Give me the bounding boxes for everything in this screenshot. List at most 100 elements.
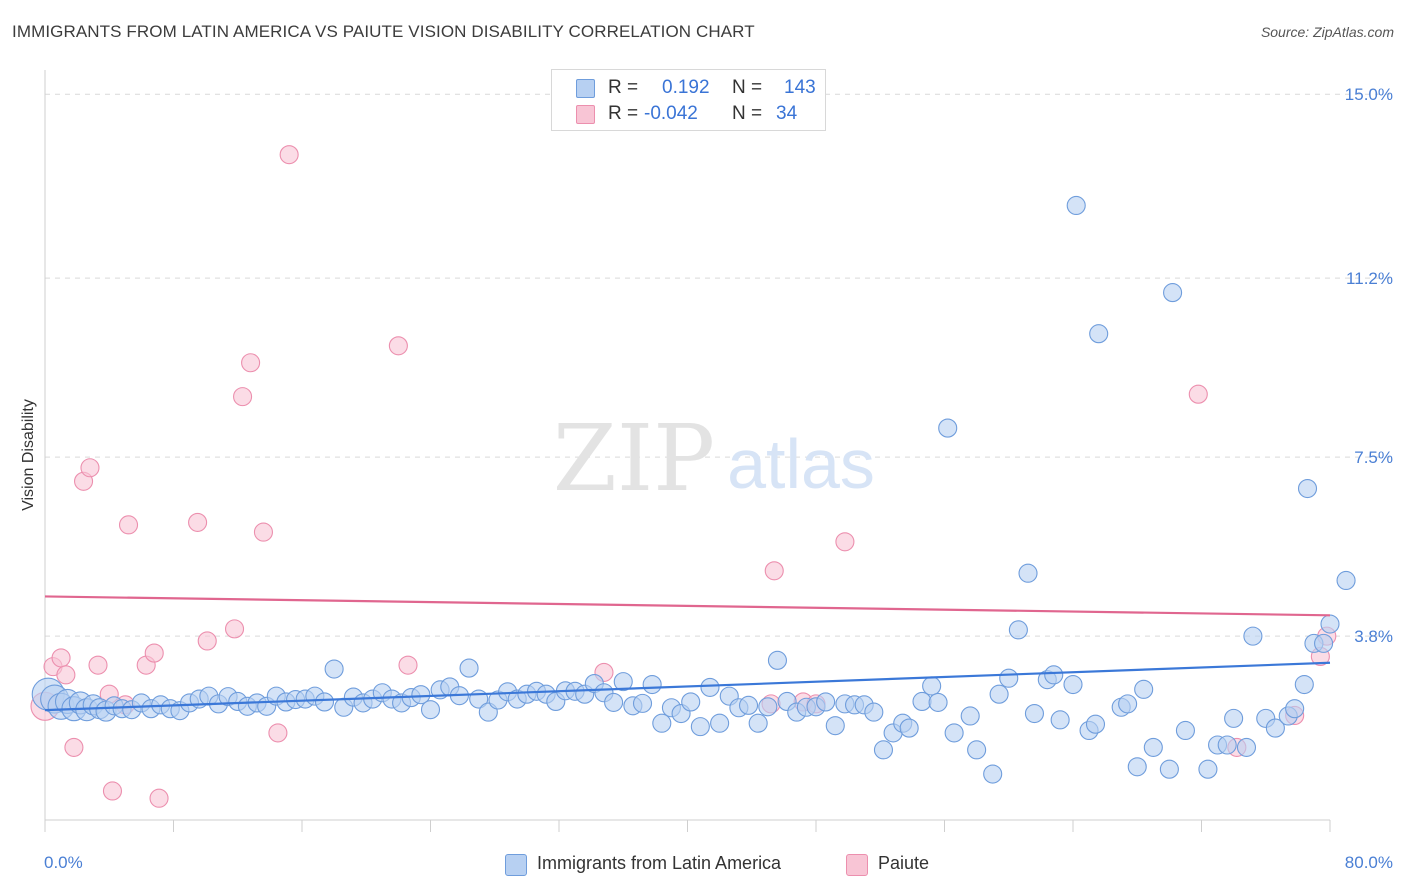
stats-n-label: N = bbox=[732, 103, 763, 124]
point-latin-america bbox=[1159, 759, 1179, 779]
point-latin-america bbox=[642, 674, 662, 695]
legend-swatch-blue bbox=[505, 854, 527, 876]
point-paiute bbox=[149, 788, 169, 808]
point-paiute bbox=[233, 387, 253, 407]
trendline-paiute bbox=[44, 595, 1331, 617]
point-latin-america bbox=[912, 691, 932, 712]
point-paiute bbox=[56, 665, 76, 685]
point-latin-america bbox=[983, 764, 1003, 784]
point-latin-america bbox=[938, 418, 958, 438]
point-latin-america bbox=[1008, 620, 1028, 640]
y-tick-label: 7.5% bbox=[1354, 448, 1393, 467]
point-paiute bbox=[764, 561, 784, 581]
point-paiute bbox=[268, 723, 288, 743]
point-paiute bbox=[241, 353, 261, 373]
point-latin-america bbox=[632, 693, 653, 713]
stats-r-label: R = bbox=[608, 77, 639, 98]
watermark: ZIP atlas bbox=[553, 405, 875, 512]
point-paiute bbox=[188, 512, 208, 532]
point-latin-america bbox=[1024, 703, 1044, 724]
watermark-zip: ZIP bbox=[553, 405, 715, 512]
y-axis-label: Vision Disability bbox=[20, 399, 37, 511]
point-latin-america bbox=[1243, 626, 1263, 646]
point-latin-america bbox=[1143, 737, 1163, 757]
gridlines bbox=[45, 93, 1392, 637]
point-latin-america bbox=[873, 740, 894, 760]
stats-r-label: R = bbox=[608, 103, 639, 124]
point-latin-america bbox=[1018, 563, 1038, 583]
point-latin-america bbox=[690, 717, 710, 737]
stats-box: R = 0.192 N = 143 R = -0.042 N = 34 bbox=[551, 69, 826, 131]
stats-n-value: 34 bbox=[776, 103, 798, 124]
point-latin-america bbox=[1236, 737, 1257, 757]
point-latin-america bbox=[767, 650, 788, 670]
point-paiute bbox=[88, 655, 108, 675]
point-paiute bbox=[51, 648, 71, 668]
stats-swatch-pink bbox=[576, 105, 595, 124]
point-latin-america bbox=[899, 718, 919, 738]
point-latin-america bbox=[700, 677, 720, 697]
point-latin-america bbox=[1163, 283, 1183, 303]
point-latin-america bbox=[652, 713, 672, 733]
point-latin-america bbox=[1089, 324, 1109, 344]
point-latin-america bbox=[1127, 757, 1147, 777]
chart-title: IMMIGRANTS FROM LATIN AMERICA VS PAIUTE … bbox=[12, 22, 755, 41]
point-latin-america bbox=[944, 723, 964, 743]
point-latin-america bbox=[1044, 665, 1064, 685]
point-latin-america bbox=[816, 692, 836, 712]
x-tick-min: 0.0% bbox=[44, 853, 83, 872]
point-latin-america bbox=[864, 702, 884, 722]
stats-r-value: 0.192 bbox=[662, 77, 710, 98]
point-latin-america bbox=[1320, 614, 1340, 634]
point-paiute bbox=[279, 145, 299, 165]
point-paiute bbox=[64, 737, 84, 757]
point-latin-america bbox=[825, 716, 845, 736]
stats-swatch-blue bbox=[576, 79, 595, 98]
point-latin-america bbox=[928, 692, 948, 712]
point-latin-america bbox=[999, 668, 1019, 688]
legend-label: Immigrants from Latin America bbox=[537, 853, 782, 873]
point-latin-america bbox=[1134, 679, 1154, 699]
point-latin-america bbox=[411, 685, 431, 705]
point-latin-america bbox=[989, 684, 1009, 704]
point-paiute bbox=[398, 655, 418, 675]
watermark-atlas: atlas bbox=[727, 425, 875, 503]
point-latin-america bbox=[960, 706, 980, 726]
point-paiute bbox=[1188, 384, 1208, 404]
point-latin-america bbox=[1217, 735, 1237, 755]
point-latin-america bbox=[1118, 694, 1138, 714]
y-tick-label: 11.2% bbox=[1346, 269, 1393, 288]
point-paiute bbox=[224, 619, 245, 639]
point-latin-america bbox=[1224, 708, 1244, 728]
point-latin-america bbox=[314, 692, 335, 712]
stats-n-label: N = bbox=[732, 77, 763, 98]
point-latin-america bbox=[1063, 674, 1083, 695]
point-paiute bbox=[388, 336, 408, 356]
legend-label: Paiute bbox=[878, 853, 930, 873]
point-paiute bbox=[80, 458, 100, 478]
point-latin-america bbox=[1314, 633, 1334, 653]
point-latin-america bbox=[1265, 718, 1285, 738]
point-latin-america bbox=[1085, 714, 1106, 734]
point-latin-america bbox=[1294, 674, 1314, 695]
point-paiute bbox=[102, 781, 123, 801]
point-paiute bbox=[197, 631, 217, 651]
point-latin-america bbox=[1050, 710, 1070, 730]
point-latin-america bbox=[324, 659, 344, 679]
point-paiute bbox=[118, 515, 139, 535]
trendline-latin-america bbox=[44, 661, 1331, 712]
y-tick-label: 15.0% bbox=[1345, 85, 1393, 104]
point-latin-america bbox=[710, 713, 730, 733]
point-latin-america bbox=[604, 692, 624, 712]
y-tick-labels: 3.8% 7.5% 11.2% 15.0% bbox=[1345, 85, 1393, 646]
point-latin-america bbox=[681, 692, 701, 712]
legend-swatch-pink bbox=[846, 854, 868, 876]
point-paiute bbox=[835, 532, 855, 552]
point-latin-america bbox=[1297, 478, 1318, 499]
point-latin-america bbox=[922, 676, 942, 696]
trendlines bbox=[44, 595, 1331, 712]
stats-n-value: 143 bbox=[784, 77, 816, 98]
point-latin-america bbox=[1285, 699, 1305, 719]
point-latin-america bbox=[1198, 759, 1218, 779]
point-latin-america bbox=[1175, 720, 1195, 741]
